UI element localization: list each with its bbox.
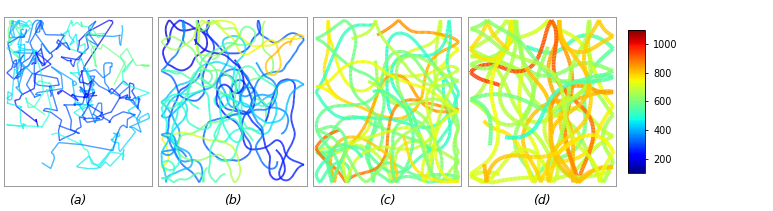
Text: (d): (d) <box>533 194 550 207</box>
Text: (a): (a) <box>70 194 87 207</box>
Text: (c): (c) <box>379 194 396 207</box>
Text: (b): (b) <box>224 194 241 207</box>
